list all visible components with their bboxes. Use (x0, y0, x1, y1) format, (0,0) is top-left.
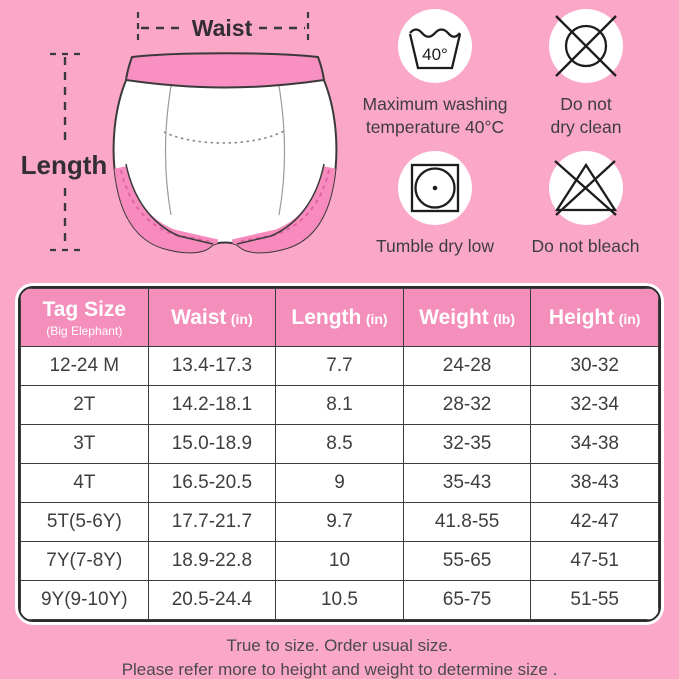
col-header-height: Height (in) (530, 288, 659, 347)
cell-tag: 7Y(7-8Y) (20, 541, 149, 581)
do-not-dry-clean-icon (549, 9, 623, 83)
cell-height: 34-38 (530, 424, 659, 464)
cell-waist: 14.2-18.1 (147, 385, 277, 425)
cell-weight: 24-28 (402, 346, 532, 386)
care-caption-line: dry clean (550, 117, 622, 137)
care-caption-line: Do not bleach (531, 236, 640, 256)
care-item-no-bleach: Do not bleach (508, 148, 663, 258)
wash-tub-40-icon: 40° (398, 9, 472, 83)
cell-tag: 9Y(9-10Y) (20, 580, 149, 620)
right-seam (277, 79, 286, 216)
cell-length: 8.5 (275, 424, 404, 464)
cell-weight: 35-43 (402, 463, 532, 503)
table-row: 3T 15.0-18.9 8.5 32-35 34-38 (20, 424, 659, 464)
cell-waist: 20.5-24.4 (147, 580, 277, 620)
cell-tag: 2T (20, 385, 149, 425)
left-cuff-stitch (120, 169, 210, 242)
cell-weight: 41.8-55 (402, 502, 532, 542)
cell-length: 9.7 (275, 502, 404, 542)
table-header-row: Tag Size (Big Elephant) Waist (in) Lengt… (20, 288, 659, 347)
pants-diagram: Waist Length (0, 0, 345, 276)
cell-waist: 17.7-21.7 (147, 502, 277, 542)
cell-length: 9 (275, 463, 404, 503)
care-item-max-wash: 40° Maximum washing temperature 40°C (350, 6, 520, 139)
size-table-border: Tag Size (Big Elephant) Waist (in) Lengt… (18, 286, 661, 622)
cell-height: 42-47 (530, 502, 659, 542)
left-cuff-edge (125, 163, 214, 245)
tag-size-title: Tag Size (42, 297, 127, 321)
cell-waist: 15.0-18.9 (147, 424, 277, 464)
cell-length: 10.5 (275, 580, 404, 620)
cell-waist: 18.9-22.8 (147, 541, 277, 581)
pocket-dotted-line (163, 129, 287, 144)
cell-tag: 3T (20, 424, 149, 464)
left-seam (164, 79, 173, 216)
table-row: 5T(5-6Y) 17.7-21.7 9.7 41.8-55 42-47 (20, 502, 659, 542)
training-pants-illustration: Waist Length (21, 12, 338, 254)
size-table-card: Tag Size (Big Elephant) Waist (in) Lengt… (15, 283, 664, 625)
tag-size-subtitle: (Big Elephant) (46, 323, 123, 338)
care-caption-line: Do not (560, 94, 612, 114)
left-leg-cuff (113, 165, 219, 253)
table-row: 7Y(7-8Y) 18.9-22.8 10 55-65 47-51 (20, 541, 659, 581)
cell-tag: 5T(5-6Y) (20, 502, 149, 542)
care-caption-line: temperature 40°C (365, 117, 505, 137)
cell-length: 8.1 (275, 385, 404, 425)
table-row: 9Y(9-10Y) 20.5-24.4 10.5 65-75 51-55 (20, 580, 659, 620)
cell-tag: 4T (20, 463, 149, 503)
table-row: 4T 16.5-20.5 9 35-43 38-43 (20, 463, 659, 503)
table-row: 12-24 M 13.4-17.3 7.7 24-28 30-32 (20, 346, 659, 386)
cell-weight: 65-75 (402, 580, 532, 620)
cell-height: 47-51 (530, 541, 659, 581)
svg-text:40°: 40° (422, 45, 448, 64)
cell-waist: 16.5-20.5 (147, 463, 277, 503)
cell-weight: 55-65 (402, 541, 532, 581)
cell-height: 30-32 (530, 346, 659, 386)
table-row: 2T 14.2-18.1 8.1 28-32 32-34 (20, 385, 659, 425)
right-cuff-stitch (240, 169, 330, 242)
right-cuff-edge (236, 163, 325, 245)
footer-notes: True to size. Order usual size. Please r… (0, 636, 679, 679)
cell-weight: 32-35 (402, 424, 532, 464)
tumble-dry-low-icon (398, 151, 472, 225)
waist-label: Waist (192, 15, 253, 41)
sizing-advice-note: Please refer more to height and weight t… (121, 660, 558, 679)
fit-note: True to size. Order usual size. (226, 636, 453, 655)
length-label: Length (21, 150, 108, 180)
waistband (124, 52, 326, 89)
col-header-waist: Waist (in) (147, 288, 277, 347)
cell-height: 38-43 (530, 463, 659, 503)
col-header-weight: Weight (lb) (402, 288, 532, 347)
cell-weight: 28-32 (402, 385, 532, 425)
cell-height: 32-34 (530, 385, 659, 425)
care-item-tumble-dry-low: Tumble dry low (350, 148, 520, 258)
care-caption-line: Tumble dry low (376, 236, 494, 256)
care-caption-line: Maximum washing (362, 94, 508, 114)
cell-waist: 13.4-17.3 (147, 346, 277, 386)
col-header-tag-size: Tag Size (Big Elephant) (20, 288, 149, 347)
size-table: Tag Size (Big Elephant) Waist (in) Lengt… (20, 288, 659, 620)
cell-length: 7.7 (275, 346, 404, 386)
cell-tag: 12-24 M (20, 346, 149, 386)
cell-length: 10 (275, 541, 404, 581)
do-not-bleach-icon (548, 151, 623, 225)
cell-height: 51-55 (530, 580, 659, 620)
right-leg-cuff (231, 165, 337, 253)
care-item-no-dry-clean: Do not dry clean (520, 6, 652, 139)
col-header-length: Length (in) (275, 288, 404, 347)
